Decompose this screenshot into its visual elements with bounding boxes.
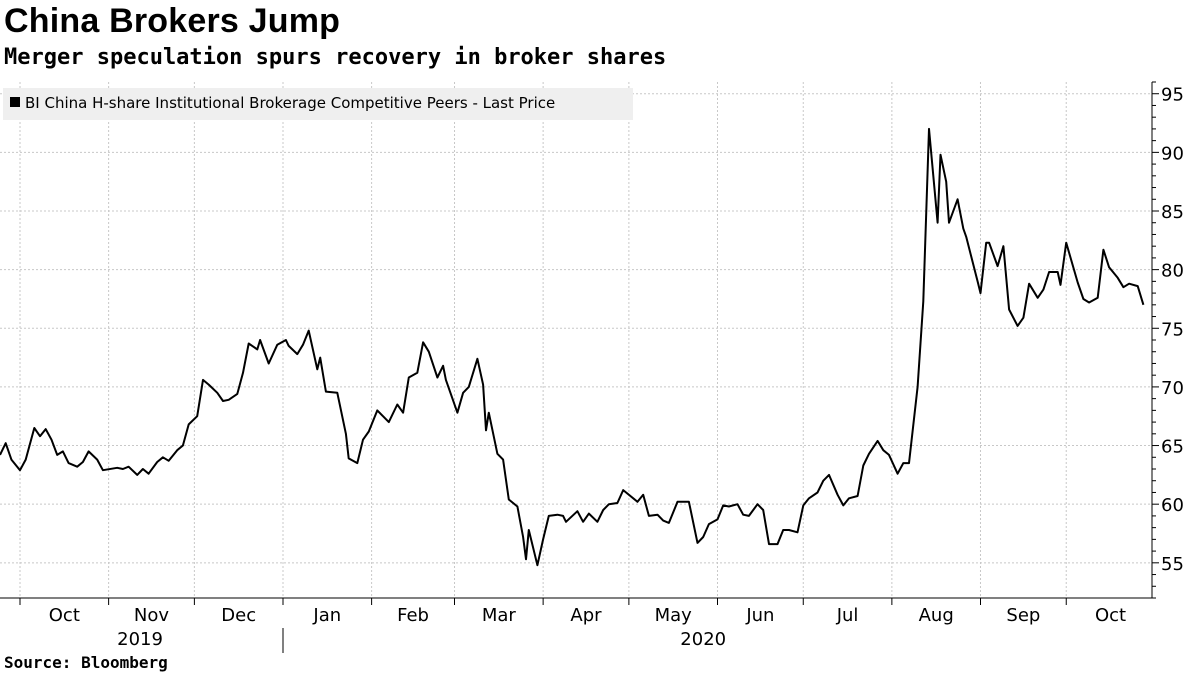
legend: BI China H-share Institutional Brokerage…: [3, 88, 633, 120]
legend-swatch: [10, 97, 20, 107]
y-tick-label: 90: [1161, 143, 1184, 164]
x-tick-label: Nov: [134, 605, 169, 626]
axes: 55 60 65 70 75 80 85 90 95 Oct Nov Dec Jan Feb Mar Apr M…: [0, 81, 1184, 653]
x-tick-label: May: [655, 605, 693, 626]
x-tick-label: Apr: [570, 605, 602, 626]
y-tick-label: 70: [1161, 378, 1184, 399]
chart-title: China Brokers Jump: [4, 2, 341, 40]
x-tick-label: Oct: [1095, 605, 1126, 626]
source-note: Source: Bloomberg: [4, 653, 168, 672]
x-tick-label: Aug: [919, 605, 954, 626]
x-tick-label: Sep: [1006, 605, 1040, 626]
legend-background: [3, 88, 633, 120]
y-tick-label: 60: [1161, 495, 1184, 516]
x-tick-label: Jan: [312, 605, 341, 626]
series-layer: [0, 127, 1145, 567]
y-tick-label: 95: [1161, 85, 1184, 106]
y-tick-label: 75: [1161, 319, 1184, 340]
x-tick-label: Jul: [836, 605, 859, 626]
x-tick-label: Jun: [745, 605, 774, 626]
y-tick-label: 80: [1161, 261, 1184, 282]
x-tick-label: Oct: [49, 605, 80, 626]
x-tick-label: Mar: [482, 605, 517, 626]
series-line: [0, 127, 1145, 567]
y-tick-label: 85: [1161, 202, 1184, 223]
year-label: 2019: [117, 629, 163, 650]
gridlines: [0, 82, 1152, 598]
x-tick-label: Dec: [221, 605, 256, 626]
y-tick-label: 65: [1161, 437, 1184, 458]
chart-subtitle: Merger speculation spurs recovery in bro…: [4, 45, 667, 70]
year-label: 2020: [680, 629, 726, 650]
x-tick-label: Feb: [397, 605, 429, 626]
legend-label: BI China H-share Institutional Brokerage…: [25, 94, 555, 112]
y-tick-label: 55: [1161, 554, 1184, 575]
